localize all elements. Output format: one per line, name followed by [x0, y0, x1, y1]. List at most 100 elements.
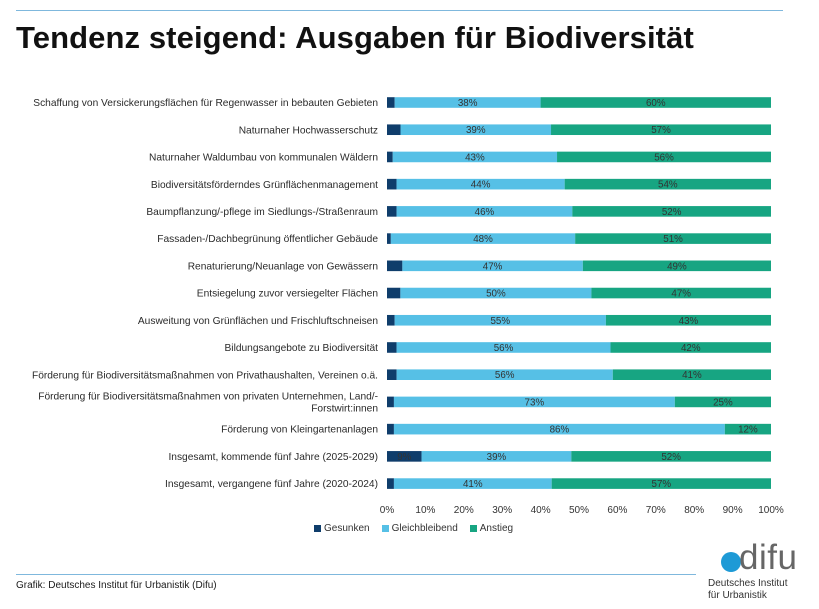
x-tick-label: 20%	[454, 505, 474, 516]
x-tick-label: 70%	[646, 505, 666, 516]
logo-subtitle-line2: für Urbanistik	[708, 590, 767, 601]
category-label: Insgesamt, vergangene fünf Jahre (2020-2…	[165, 479, 378, 490]
bar-segment-gleichbleibend	[396, 178, 565, 190]
logo-subtitle-line1: Deutsches Institut	[708, 578, 788, 589]
bar-segment-gleichbleibend	[390, 233, 576, 244]
category-label: Naturnaher Waldumbau von kommunalen Wäld…	[149, 153, 378, 164]
data-label-gleichbleibend: 55%	[490, 316, 510, 327]
data-label-anstieg: 47%	[671, 289, 691, 300]
data-label-gleichbleibend: 43%	[465, 152, 485, 163]
logo-subtitle: Deutsches Institut für Urbanistik	[708, 578, 787, 602]
category-label: Biodiversitätsförderndes Grünflächenmana…	[151, 180, 378, 191]
data-label-anstieg: 49%	[667, 261, 687, 272]
bar-segment-anstieg	[605, 314, 771, 326]
legend-swatch-anstieg	[469, 525, 477, 532]
data-label-gleichbleibend: 48%	[473, 234, 493, 245]
x-tick-label: 50%	[569, 505, 589, 516]
category-label: Naturnaher Hochwasserschutz	[239, 125, 378, 136]
data-label-gleichbleibend: 56%	[494, 343, 514, 354]
bar-segment-gleichbleibend	[394, 97, 541, 108]
legend-label-gesunken: Gesunken	[324, 523, 370, 534]
category-label: Renaturierung/Neuanlage von Gewässern	[188, 261, 378, 272]
page-title: Tendenz steigend: Ausgaben für Biodivers…	[16, 20, 694, 55]
bar-segment-anstieg	[551, 478, 771, 489]
difu-logo: difu Deutsches Institut für Urbanistik	[707, 538, 807, 604]
category-label: Förderung von Kleingartenanlagen	[221, 425, 378, 436]
data-label-gleichbleibend: 56%	[495, 370, 515, 381]
chart-legend: Gesunken Gleichbleibend Anstieg	[314, 523, 513, 534]
data-label-anstieg: 52%	[661, 452, 681, 463]
data-label-anstieg: 57%	[652, 479, 672, 490]
bar-segment-anstieg	[564, 178, 771, 190]
data-label-anstieg: 42%	[681, 343, 701, 354]
legend-item-gesunken: Gesunken	[314, 523, 370, 534]
data-label-gleichbleibend: 47%	[483, 261, 503, 272]
bar-segment-gleichbleibend	[402, 260, 583, 272]
category-label: Bildungsangebote zu Biodiversität	[225, 343, 379, 354]
bar-segment-gesunken	[387, 423, 394, 435]
data-label-anstieg: 51%	[663, 234, 683, 245]
category-label: Insgesamt, kommende fünf Jahre (2025-202…	[168, 452, 378, 463]
legend-swatch-gesunken	[314, 525, 321, 532]
legend-label-anstieg: Anstieg	[479, 523, 514, 534]
bar-segment-gleichbleibend	[396, 206, 573, 217]
data-label-anstieg: 12%	[738, 425, 758, 436]
bar-segment-anstieg	[551, 124, 771, 136]
legend-label-gleichbleibend: Gleichbleibend	[391, 523, 458, 534]
category-label: Förderung für Biodiversitätsmaßnahmen vo…	[32, 370, 378, 381]
bar-segment-gesunken	[387, 206, 397, 217]
bar-segment-gesunken	[387, 451, 422, 462]
bar-segment-gleichbleibend	[394, 314, 606, 326]
bar-segment-gesunken	[387, 396, 394, 408]
logo-wordmark: difu	[739, 538, 798, 577]
data-label-gleichbleibend: 44%	[471, 180, 491, 191]
bar-segment-gesunken	[387, 342, 397, 353]
bar-segment-gleichbleibend	[400, 287, 592, 299]
bar-segment-anstieg	[591, 287, 771, 299]
legend-item-gleichbleibend: Gleichbleibend	[381, 523, 458, 534]
bar-segment-gesunken	[387, 178, 397, 190]
data-label-gleichbleibend: 41%	[463, 479, 483, 490]
bar-segment-gleichbleibend	[396, 369, 613, 380]
data-label-gleichbleibend: 86%	[550, 425, 570, 436]
bar-segment-gesunken	[387, 97, 395, 108]
data-label-anstieg: 57%	[651, 125, 671, 136]
data-label-gleichbleibend: 38%	[458, 98, 478, 109]
data-label-anstieg: 25%	[713, 397, 733, 408]
bar-segment-anstieg	[610, 342, 771, 353]
category-label: Schaffung von Versickerungsflächen für R…	[33, 98, 378, 109]
bar-segment-anstieg	[674, 396, 771, 408]
legend-item-anstieg: Anstieg	[469, 523, 514, 534]
bar-segment-gesunken	[387, 124, 401, 136]
bar-segment-gesunken	[387, 369, 397, 380]
bar-segment-anstieg	[724, 423, 771, 435]
bar-segment-anstieg	[557, 151, 771, 163]
bar-segment-gesunken	[387, 260, 403, 272]
bar-segment-gesunken	[387, 151, 393, 163]
data-label-gleichbleibend: 73%	[525, 397, 545, 408]
bar-segment-gleichbleibend	[421, 451, 572, 462]
x-tick-label: 100%	[758, 505, 784, 516]
data-label-anstieg: 54%	[658, 180, 678, 191]
bar-segment-anstieg	[575, 233, 771, 244]
category-label: Entsiegelung zuvor versiegelter Flächen	[197, 289, 378, 300]
x-tick-label: 90%	[723, 505, 743, 516]
bar-segment-gleichbleibend	[393, 396, 675, 408]
bar-segment-gesunken	[387, 287, 401, 299]
x-tick-label: 10%	[415, 505, 435, 516]
x-tick-label: 40%	[531, 505, 551, 516]
x-tick-label: 30%	[492, 505, 512, 516]
data-label-gleichbleibend: 39%	[487, 452, 507, 463]
data-label-anstieg: 43%	[679, 316, 699, 327]
bar-segment-gesunken	[387, 478, 394, 489]
data-label-gleichbleibend: 46%	[475, 207, 495, 218]
bar-segment-gleichbleibend	[392, 151, 558, 163]
data-label-anstieg: 52%	[662, 207, 682, 218]
bar-segment-gesunken	[387, 233, 391, 244]
x-tick-label: 80%	[684, 505, 704, 516]
bar-segment-gleichbleibend	[393, 423, 725, 435]
bar-segment-anstieg	[582, 260, 771, 272]
data-label-anstieg: 41%	[682, 370, 702, 381]
data-label-anstieg: 60%	[646, 98, 666, 109]
